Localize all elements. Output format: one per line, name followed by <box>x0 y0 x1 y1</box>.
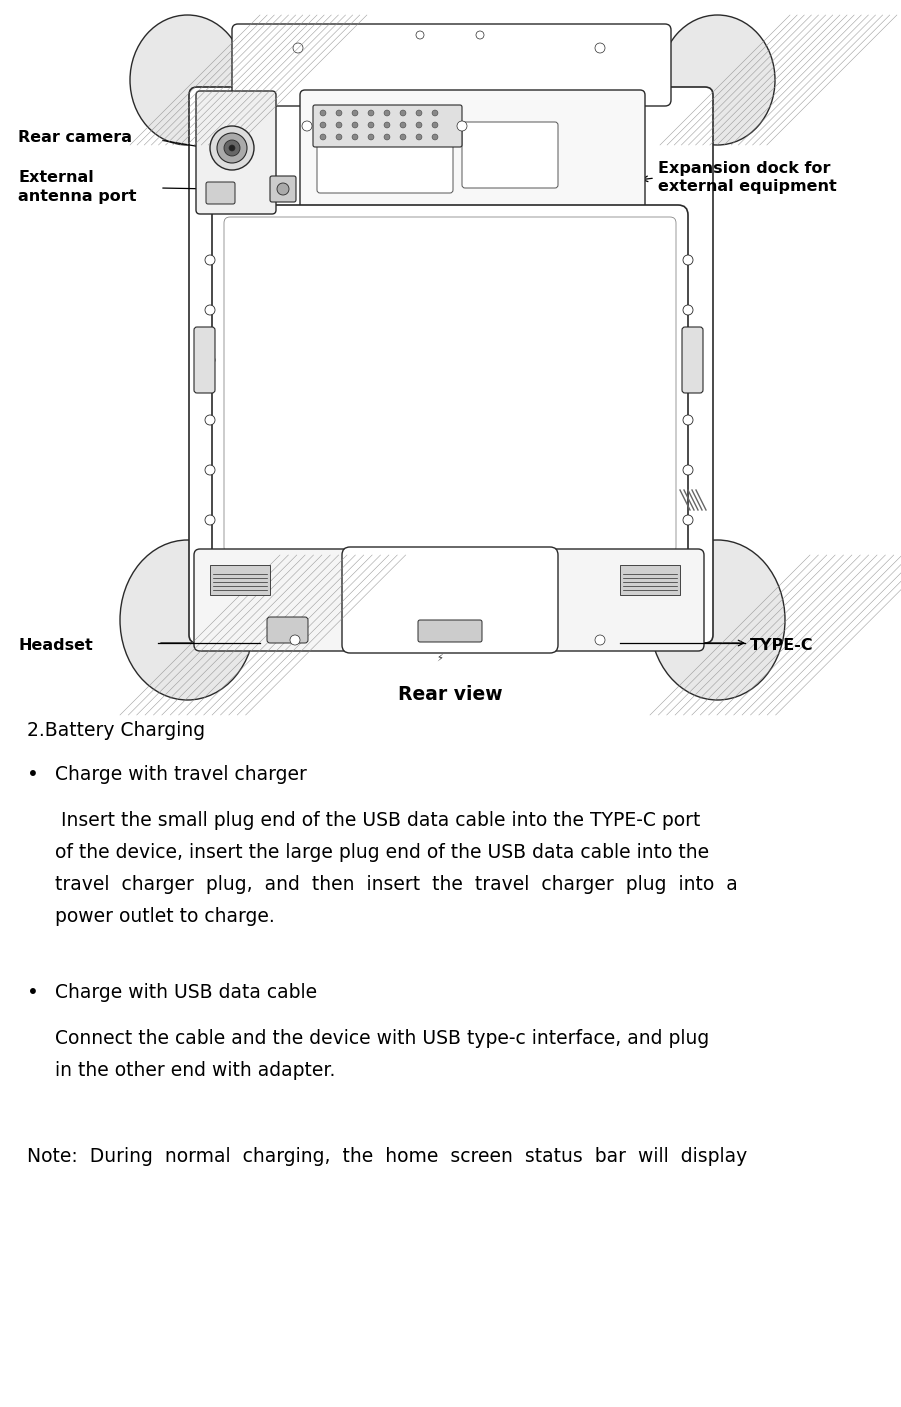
Circle shape <box>595 635 605 644</box>
Circle shape <box>205 255 215 265</box>
Circle shape <box>595 44 605 53</box>
Ellipse shape <box>130 15 245 145</box>
Circle shape <box>432 122 438 128</box>
FancyBboxPatch shape <box>232 24 671 106</box>
Circle shape <box>683 255 693 265</box>
FancyBboxPatch shape <box>196 91 276 214</box>
Text: Rear view: Rear view <box>398 685 503 705</box>
Circle shape <box>683 415 693 425</box>
Circle shape <box>205 464 215 476</box>
FancyBboxPatch shape <box>313 106 462 146</box>
Text: in the other end with adapter.: in the other end with adapter. <box>55 1061 335 1079</box>
Circle shape <box>432 134 438 141</box>
Text: 2.Battery Charging: 2.Battery Charging <box>27 720 205 740</box>
Circle shape <box>368 122 374 128</box>
Circle shape <box>352 134 358 141</box>
FancyBboxPatch shape <box>206 182 235 204</box>
FancyBboxPatch shape <box>342 547 558 653</box>
Circle shape <box>683 515 693 525</box>
Circle shape <box>302 121 312 131</box>
Bar <box>620 566 680 595</box>
Circle shape <box>290 635 300 644</box>
Circle shape <box>457 121 467 131</box>
Circle shape <box>368 110 374 115</box>
FancyBboxPatch shape <box>224 217 676 553</box>
Ellipse shape <box>120 540 255 701</box>
Circle shape <box>400 122 406 128</box>
Circle shape <box>384 110 390 115</box>
Text: Charge with USB data cable: Charge with USB data cable <box>55 983 317 1003</box>
Text: antenna port: antenna port <box>18 189 136 204</box>
FancyBboxPatch shape <box>300 90 645 210</box>
Circle shape <box>229 145 235 151</box>
FancyBboxPatch shape <box>189 87 713 643</box>
Circle shape <box>416 122 422 128</box>
Text: of the device, insert the large plug end of the USB data cable into the: of the device, insert the large plug end… <box>55 843 709 861</box>
Text: Note:  During  normal  charging,  the  home  screen  status  bar  will  display: Note: During normal charging, the home s… <box>27 1148 747 1166</box>
Circle shape <box>683 355 693 364</box>
Circle shape <box>400 110 406 115</box>
Circle shape <box>277 183 289 196</box>
Text: •: • <box>27 765 39 785</box>
Circle shape <box>352 110 358 115</box>
Text: external equipment: external equipment <box>658 179 837 194</box>
Circle shape <box>217 134 247 163</box>
Text: Insert the small plug end of the USB data cable into the TYPE-C port: Insert the small plug end of the USB dat… <box>55 810 700 830</box>
Ellipse shape <box>660 15 775 145</box>
FancyBboxPatch shape <box>194 326 215 393</box>
Circle shape <box>320 134 326 141</box>
Circle shape <box>293 44 303 53</box>
Circle shape <box>476 31 484 39</box>
Circle shape <box>205 515 215 525</box>
Circle shape <box>384 122 390 128</box>
Text: Charge with travel charger: Charge with travel charger <box>55 765 307 785</box>
Circle shape <box>416 31 424 39</box>
FancyBboxPatch shape <box>194 549 704 651</box>
Text: Expansion dock for: Expansion dock for <box>658 160 831 176</box>
FancyBboxPatch shape <box>270 176 296 203</box>
Circle shape <box>205 355 215 364</box>
Circle shape <box>336 110 342 115</box>
Circle shape <box>416 110 422 115</box>
Circle shape <box>210 127 254 170</box>
Circle shape <box>336 122 342 128</box>
Circle shape <box>205 415 215 425</box>
Circle shape <box>683 464 693 476</box>
Circle shape <box>320 110 326 115</box>
FancyBboxPatch shape <box>317 117 453 193</box>
Circle shape <box>416 134 422 141</box>
Circle shape <box>336 134 342 141</box>
Bar <box>210 566 270 595</box>
Text: Connect the cable and the device with USB type-c interface, and plug: Connect the cable and the device with US… <box>55 1029 709 1047</box>
FancyBboxPatch shape <box>462 122 558 189</box>
Text: TYPE-C: TYPE-C <box>750 637 814 653</box>
FancyBboxPatch shape <box>682 326 703 393</box>
Text: travel  charger  plug,  and  then  insert  the  travel  charger  plug  into  a: travel charger plug, and then insert the… <box>55 875 738 893</box>
Text: External: External <box>18 170 94 186</box>
Text: ⚡: ⚡ <box>437 653 443 663</box>
Text: Rear camera: Rear camera <box>18 131 132 145</box>
Circle shape <box>320 122 326 128</box>
FancyBboxPatch shape <box>267 618 308 643</box>
FancyBboxPatch shape <box>418 620 482 642</box>
Text: •: • <box>27 983 39 1003</box>
Circle shape <box>224 141 240 156</box>
Circle shape <box>352 122 358 128</box>
Circle shape <box>432 110 438 115</box>
Circle shape <box>205 305 215 315</box>
Ellipse shape <box>650 540 785 701</box>
Text: power outlet to charge.: power outlet to charge. <box>55 906 275 926</box>
Text: Headset: Headset <box>18 637 93 653</box>
Circle shape <box>683 305 693 315</box>
Circle shape <box>384 134 390 141</box>
Circle shape <box>368 134 374 141</box>
Circle shape <box>400 134 406 141</box>
FancyBboxPatch shape <box>212 205 688 566</box>
